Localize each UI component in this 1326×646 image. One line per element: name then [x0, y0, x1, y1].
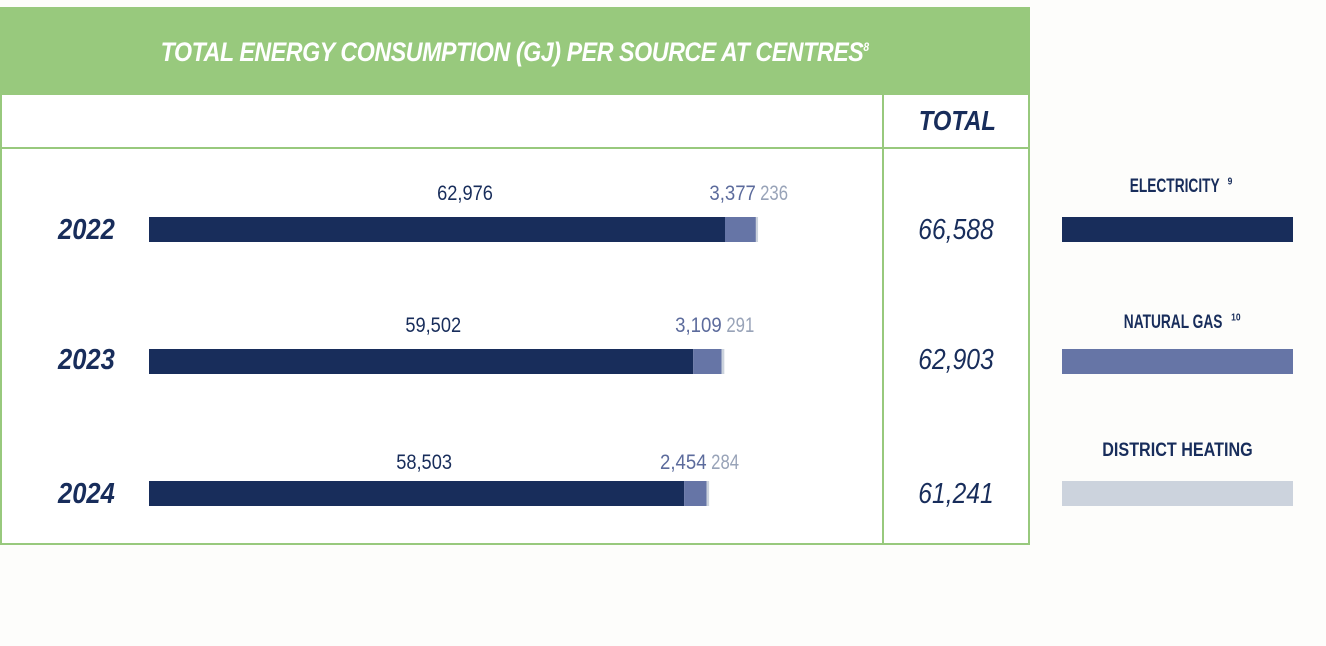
legend-label-electricity: ELECTRICITY 9 — [1130, 176, 1233, 197]
total-column-divider — [882, 95, 884, 543]
bar-2024-district-heating — [706, 481, 710, 506]
total-value-2023: 62,903 — [918, 344, 994, 376]
legend-swatch-district-heating — [1062, 481, 1293, 506]
total-column-header: TOTAL — [918, 105, 996, 136]
bar-2023-electricity — [149, 349, 694, 374]
data-label-2024-electricity: 58,503 — [396, 451, 452, 474]
data-label-2022-natural-gas: 3,377 — [709, 182, 756, 205]
bar-2022-natural-gas — [725, 217, 756, 242]
bar-2024-natural-gas — [684, 481, 707, 506]
data-label-2024-district-heating: 284 — [711, 451, 739, 474]
data-label-2023-electricity: 59,502 — [405, 314, 461, 337]
bar-2023-natural-gas — [693, 349, 722, 374]
data-label-2023-natural-gas: 3,109 — [675, 314, 722, 337]
bar-2022-electricity — [149, 217, 725, 242]
data-label-2022-electricity: 62,976 — [437, 182, 493, 205]
legend-label-natural-gas: NATURAL GAS 10 — [1123, 312, 1241, 333]
legend-label-district-heating: DISTRICT HEATING — [1102, 440, 1253, 461]
legend-swatch-electricity — [1062, 217, 1293, 242]
legend-swatch-natural-gas — [1062, 349, 1293, 374]
header-divider — [2, 147, 1028, 149]
title-bar: TOTAL ENERGY CONSUMPTION (GJ) PER SOURCE… — [2, 9, 1028, 95]
data-label-2022-district-heating: 236 — [760, 182, 788, 205]
bar-2022-district-heating — [755, 217, 759, 242]
year-label-2023: 2023 — [58, 344, 115, 376]
year-label-2024: 2024 — [58, 478, 115, 510]
total-value-2024: 61,241 — [918, 478, 994, 510]
chart-frame: TOTAL ENERGY CONSUMPTION (GJ) PER SOURCE… — [0, 7, 1030, 545]
data-label-2023-district-heating: 291 — [726, 314, 754, 337]
data-label-2024-natural-gas: 2,454 — [660, 451, 707, 474]
bar-2023-district-heating — [721, 349, 725, 374]
year-label-2022: 2022 — [58, 214, 115, 246]
bar-2024-electricity — [149, 481, 685, 506]
chart-title: TOTAL ENERGY CONSUMPTION (GJ) PER SOURCE… — [160, 36, 869, 67]
total-value-2022: 66,588 — [918, 214, 994, 246]
